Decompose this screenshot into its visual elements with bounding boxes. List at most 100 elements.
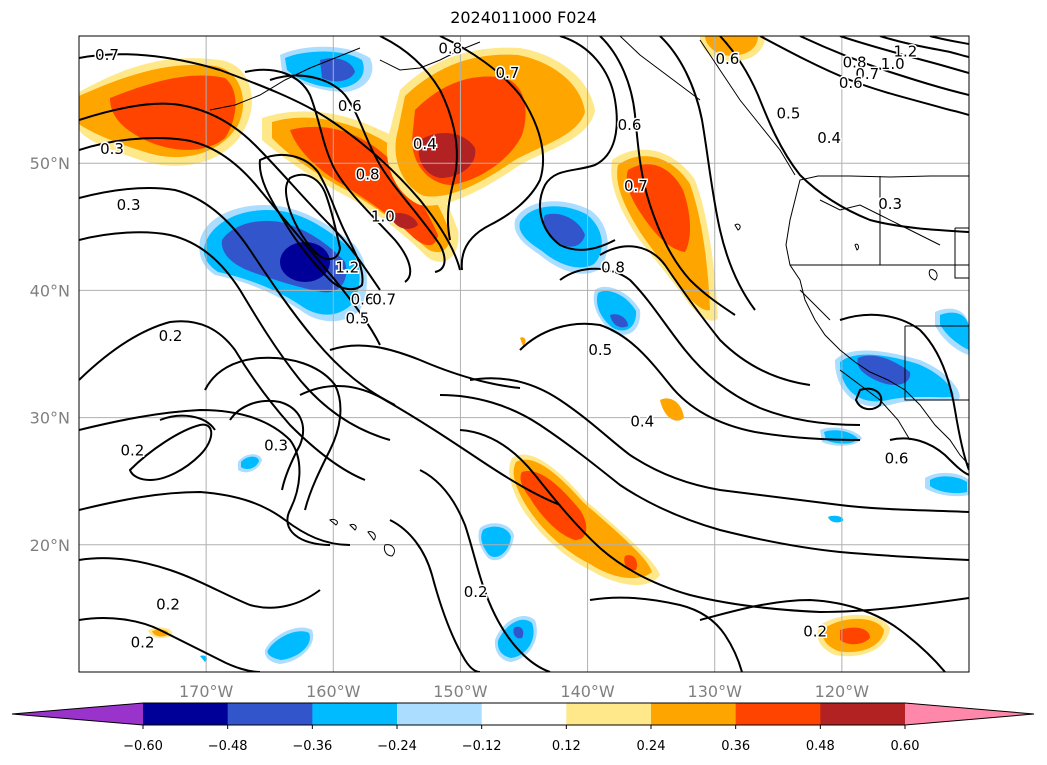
contour-label: 0.7	[624, 177, 648, 195]
colorbar-segment	[143, 703, 229, 725]
coastline	[839, 369, 911, 441]
contour-label: 1.2	[335, 259, 359, 277]
correlation-contours	[79, 36, 969, 672]
contour-label: 1.2	[893, 42, 917, 60]
chart-title: 2024011000 F024	[450, 8, 597, 27]
negative-anomaly-core	[280, 242, 330, 282]
contour-line	[559, 267, 861, 426]
colorbar-tick-label: 0.60	[891, 739, 920, 754]
contour-line	[284, 173, 342, 260]
contour-line	[719, 36, 969, 233]
positive-anomaly-region	[390, 213, 418, 229]
longitude-tick-label: 170°W	[179, 682, 234, 701]
colorbar-segment	[651, 703, 737, 725]
contour-line	[329, 344, 521, 389]
negative-anomaly-region	[200, 655, 208, 662]
contour-line	[519, 322, 861, 441]
coastline	[699, 39, 796, 176]
contour-label: 0.2	[120, 442, 144, 460]
shaded-anomaly-fields	[79, 36, 969, 664]
contour-line	[244, 68, 412, 283]
contour-label: 0.8	[438, 40, 462, 58]
colorbar-tick-label: −0.60	[123, 739, 163, 754]
contour-label: 0.5	[346, 309, 370, 327]
negative-anomaly-region	[320, 58, 355, 82]
coastline	[904, 325, 969, 401]
contour-line	[854, 387, 883, 411]
contour-label: 0.3	[264, 437, 288, 455]
contour-label: 0.2	[131, 634, 155, 652]
colorbar-tick-label: −0.48	[208, 739, 248, 754]
negative-anomaly-region	[857, 355, 911, 385]
negative-anomaly-region	[241, 456, 259, 469]
contour-label: 0.4	[817, 129, 841, 147]
coastline	[329, 519, 395, 557]
contour-label: 0.8	[601, 259, 625, 277]
contour-line	[599, 245, 811, 386]
coastline	[799, 289, 831, 321]
coastline	[209, 47, 361, 111]
positive-anomaly-region	[840, 627, 870, 645]
latitude-tick-label: 40°N	[30, 281, 70, 300]
contour-label: 0.7	[95, 46, 119, 64]
longitude-tick-label: 140°W	[560, 682, 615, 701]
contour-line	[459, 429, 969, 614]
contour-line	[79, 53, 461, 271]
negative-anomaly-region	[610, 314, 628, 328]
contour-line	[79, 557, 321, 609]
latitude-tick-label: 20°N	[30, 536, 70, 555]
contour-line	[469, 377, 969, 513]
colorbar-extend-max	[905, 703, 1034, 725]
latitude-axis: 20°N 30°N 40°N 50°N	[30, 154, 70, 555]
contour-line	[929, 36, 969, 45]
contour-line	[299, 384, 561, 506]
negative-anomaly-region	[930, 476, 967, 494]
contour-line	[79, 490, 351, 546]
colorbar-segment	[735, 703, 821, 725]
contour-line	[269, 74, 446, 273]
longitude-tick-label: 130°W	[688, 682, 743, 701]
contour-label: 0.5	[777, 105, 801, 123]
contour-label: 1.0	[371, 208, 395, 226]
contour-label: 0.6	[351, 290, 375, 308]
colorbar-segment	[397, 703, 483, 725]
contour-line	[79, 231, 391, 441]
coastline	[819, 199, 941, 246]
positive-anomaly-region	[705, 36, 758, 56]
colorbar-segment	[820, 703, 906, 725]
negative-anomaly-region	[828, 515, 844, 523]
contour-line	[379, 36, 458, 241]
contour-label: 0.3	[878, 195, 902, 213]
positive-anomaly-region	[520, 470, 587, 540]
coastline	[379, 41, 481, 71]
contour-label: 0.2	[803, 622, 827, 640]
colorbar-extend-min	[12, 703, 143, 725]
contour-label: 1.0	[881, 55, 905, 73]
positive-anomaly-region	[626, 164, 691, 252]
contour-line	[79, 137, 381, 346]
latitude-tick-label: 30°N	[30, 409, 70, 428]
contour-line	[204, 356, 342, 511]
contour-line	[889, 437, 969, 476]
longitude-tick-label: 160°W	[306, 682, 361, 701]
negative-anomaly-region	[481, 526, 511, 557]
contour-label: 0.2	[159, 327, 183, 345]
colorbar-tick-label: −0.36	[292, 739, 332, 754]
contour-line	[229, 400, 305, 491]
contour-labels: 0.7 0.80.6 1.21.00.80.70.60.70.60.60.50.40…	[94, 38, 919, 653]
contour-line	[79, 187, 396, 406]
negative-anomaly-region	[267, 631, 310, 660]
colorbar-tick-label: 0.48	[806, 739, 835, 754]
contour-label: 0.6	[338, 97, 362, 115]
coastline	[954, 227, 969, 279]
lat-lon-gridlines	[79, 36, 969, 672]
latitude-tick-label: 50°N	[30, 154, 70, 173]
colorbar-tick-label: 0.36	[721, 739, 750, 754]
contour-label: 0.8	[843, 54, 867, 72]
colorbar-segment	[481, 703, 567, 725]
contour-line	[439, 394, 969, 561]
contour-label: 0.7	[496, 64, 520, 82]
colorbar-tick-label: 0.24	[637, 739, 666, 754]
contour-label: 0.2	[156, 596, 180, 614]
contour-line	[79, 102, 381, 291]
